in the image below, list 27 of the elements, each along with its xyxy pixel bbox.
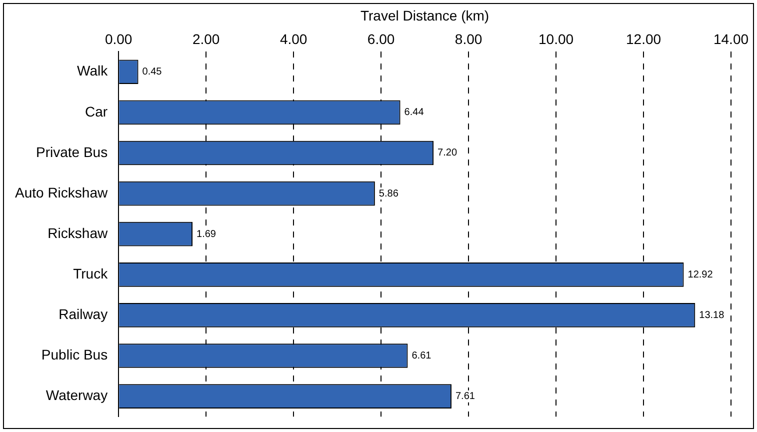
x-tick-label: 6.00	[367, 31, 395, 48]
x-tick-label: 14.00	[713, 31, 749, 48]
data-label: 7.20	[438, 148, 458, 159]
x-tick-label: 12.00	[626, 31, 662, 48]
data-label: 6.61	[412, 350, 432, 362]
y-tick-label: Car	[85, 103, 108, 120]
data-label: 13.18	[699, 310, 725, 321]
y-tick-label: Public Bus	[41, 346, 108, 363]
y-tick-label: Walk	[77, 62, 109, 79]
x-tick-label: 4.00	[280, 31, 308, 48]
data-label: 6.44	[404, 107, 424, 118]
data-label: 1.69	[196, 228, 216, 240]
y-tick-label: Truck	[73, 266, 109, 282]
x-tick-label: 0.00	[104, 31, 132, 48]
data-label: 0.45	[142, 66, 162, 78]
y-tick-label: Private Bus	[36, 144, 108, 160]
data-label: 7.61	[455, 391, 476, 402]
y-tick-label: Railway	[58, 306, 108, 322]
data-label: 5.86	[378, 188, 399, 200]
y-tick-label: Waterway	[46, 387, 108, 404]
x-tick-label: 10.00	[538, 31, 574, 48]
x-axis-title: Travel Distance (km)	[360, 7, 490, 24]
y-tick-label: Rickshaw	[48, 224, 108, 241]
x-tick-label: 8.00	[454, 31, 482, 48]
data-label: 12.92	[688, 269, 714, 280]
y-tick-label: Auto Rickshaw	[15, 184, 108, 200]
x-tick-label: 2.00	[192, 31, 220, 48]
